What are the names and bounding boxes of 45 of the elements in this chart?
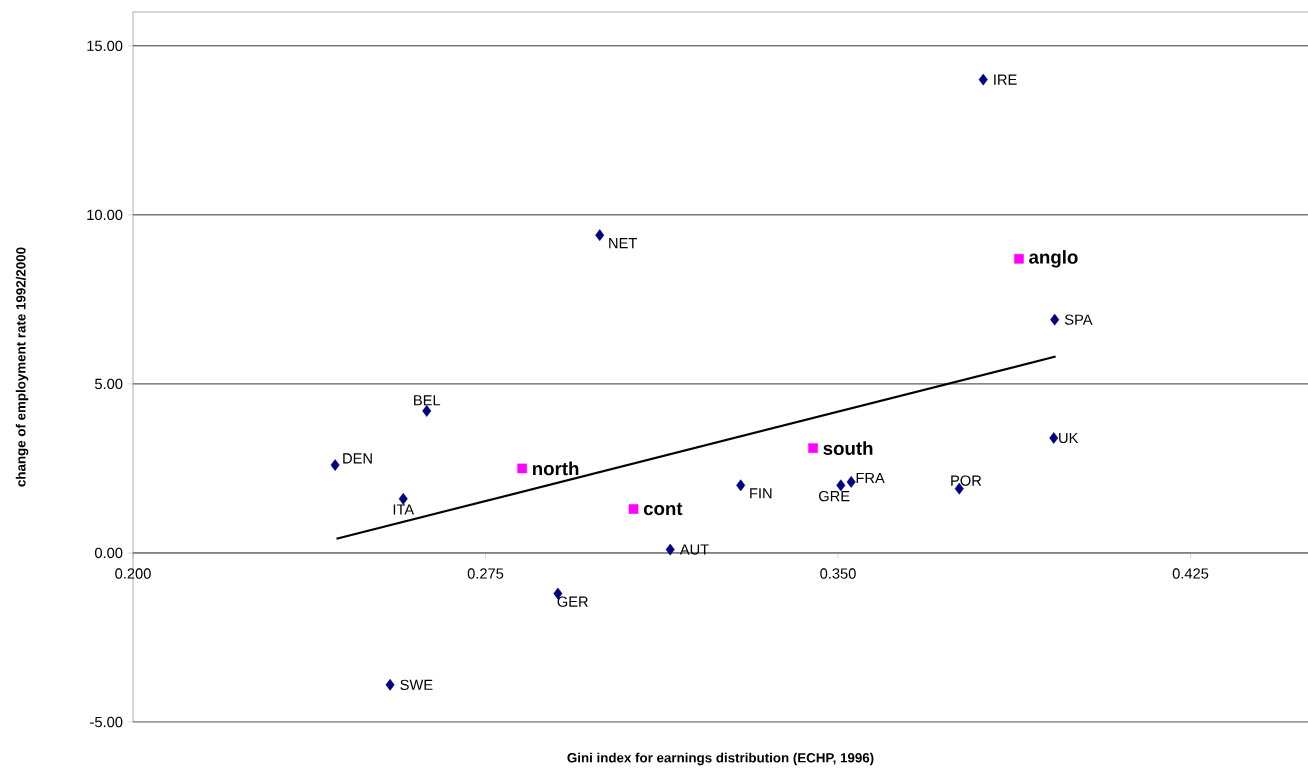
y-tick-label: -5.00 [90,716,123,728]
annotation: GER [557,596,588,607]
annotation: AUT [679,544,709,555]
point [1050,313,1060,326]
point [517,463,527,474]
x-tick-label: 0.275 [467,568,504,579]
x-axis-title: Gini index for earnings distribution (ECHP, 1996) [567,752,874,766]
point [1049,432,1059,444]
annotation: BEL [414,395,441,406]
annotation: DEN [343,453,372,464]
annotation: NET [609,238,637,249]
annotation: FRA [856,472,885,484]
annotation: SPA [1064,314,1093,325]
annotation: POR [951,475,982,486]
point [398,492,408,505]
y-tick-label: 0.00 [94,547,123,559]
annotation: ITA [393,504,415,515]
y-tick-label: 5.00 [95,378,123,390]
point [836,479,846,492]
point [385,678,395,691]
x-tick-label: 0.200 [115,568,151,579]
point [595,229,605,242]
annotation: UK [1059,432,1079,444]
point [978,73,988,86]
y-tick-label: 15.00 [87,40,123,51]
point [1014,254,1024,264]
x-tick-label: 0.425 [1172,568,1209,579]
point [330,459,340,471]
point [628,504,639,514]
point [808,443,818,453]
y-tick-label: 10.00 [87,209,123,221]
x-tick-label: 0.350 [820,568,856,579]
annotation: north [533,461,579,476]
point [422,405,432,417]
annotation: anglo [1029,250,1078,268]
annotation: IRE [994,74,1017,85]
annotation: cont [643,502,683,516]
annotation: GRE [819,490,850,502]
point [736,479,746,492]
annotation: south [823,441,873,455]
point [665,543,675,556]
y-axis-title: change of employment rate 1992/2000 [15,247,29,487]
annotation: FIN [750,488,772,499]
point [846,476,856,488]
annotation: SWE [400,679,433,691]
